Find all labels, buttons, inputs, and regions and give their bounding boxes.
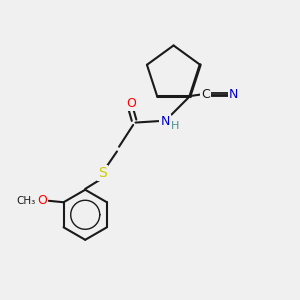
Text: S: S: [98, 166, 107, 180]
Text: O: O: [126, 97, 136, 110]
Text: C: C: [201, 88, 210, 101]
Text: N: N: [160, 115, 170, 128]
Text: N: N: [229, 88, 238, 101]
Text: H: H: [171, 122, 179, 131]
Text: CH₃: CH₃: [16, 196, 36, 206]
Text: O: O: [38, 194, 47, 207]
